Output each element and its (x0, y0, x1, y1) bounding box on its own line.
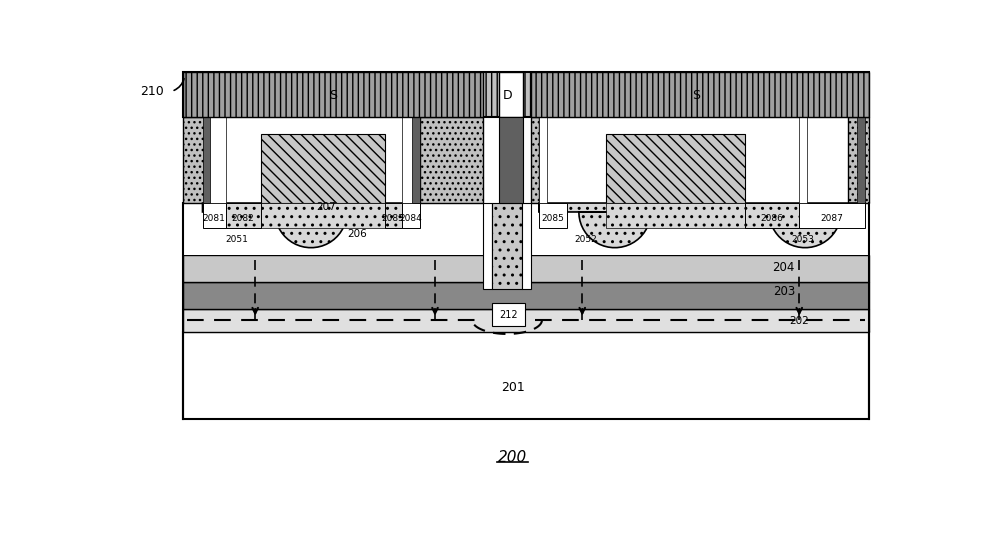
Polygon shape (202, 203, 420, 248)
Text: 2082: 2082 (231, 214, 254, 223)
Polygon shape (492, 203, 522, 289)
Polygon shape (385, 203, 402, 228)
Polygon shape (492, 303, 525, 326)
Polygon shape (539, 117, 547, 203)
Polygon shape (226, 203, 261, 228)
Text: D: D (502, 89, 512, 101)
Text: 2053: 2053 (792, 236, 814, 244)
Text: 212: 212 (499, 310, 518, 320)
Text: 2085: 2085 (541, 214, 564, 223)
Polygon shape (420, 117, 483, 203)
Polygon shape (183, 309, 869, 332)
Polygon shape (183, 72, 483, 117)
Polygon shape (745, 203, 799, 228)
Text: 201: 201 (501, 381, 524, 394)
Text: 200: 200 (498, 449, 527, 465)
Text: 2051: 2051 (226, 236, 249, 244)
Text: 2087: 2087 (820, 214, 843, 223)
Polygon shape (522, 203, 531, 289)
Polygon shape (483, 203, 492, 289)
Polygon shape (848, 117, 869, 203)
Text: 202: 202 (789, 316, 809, 326)
Polygon shape (499, 117, 523, 203)
Polygon shape (202, 117, 210, 203)
Text: 206: 206 (348, 229, 367, 239)
Text: 210: 210 (140, 85, 164, 98)
Polygon shape (183, 203, 869, 256)
Polygon shape (531, 117, 539, 203)
Polygon shape (531, 72, 869, 117)
Text: 2081: 2081 (203, 214, 226, 223)
Text: 2084: 2084 (400, 214, 422, 223)
Text: 204: 204 (773, 261, 795, 274)
Polygon shape (202, 203, 226, 228)
Polygon shape (183, 72, 869, 117)
Text: S: S (329, 89, 337, 101)
Polygon shape (402, 117, 412, 203)
Polygon shape (183, 256, 869, 281)
Polygon shape (499, 72, 523, 117)
Polygon shape (183, 281, 869, 309)
Polygon shape (261, 203, 385, 228)
Polygon shape (402, 203, 420, 228)
Polygon shape (857, 117, 865, 203)
Text: 207: 207 (317, 202, 336, 212)
Polygon shape (799, 117, 807, 203)
Polygon shape (412, 117, 420, 203)
Polygon shape (261, 134, 385, 203)
Text: S: S (692, 89, 700, 101)
Polygon shape (799, 203, 865, 228)
Polygon shape (183, 332, 869, 419)
Text: 2083: 2083 (382, 214, 405, 223)
Polygon shape (210, 117, 226, 203)
Polygon shape (539, 203, 567, 228)
Polygon shape (539, 203, 691, 248)
Polygon shape (606, 203, 745, 228)
Text: 203: 203 (773, 285, 795, 298)
Polygon shape (606, 134, 745, 203)
Text: 2052: 2052 (574, 236, 597, 244)
Text: 2086: 2086 (761, 214, 784, 223)
Polygon shape (745, 203, 865, 248)
Polygon shape (183, 117, 204, 203)
